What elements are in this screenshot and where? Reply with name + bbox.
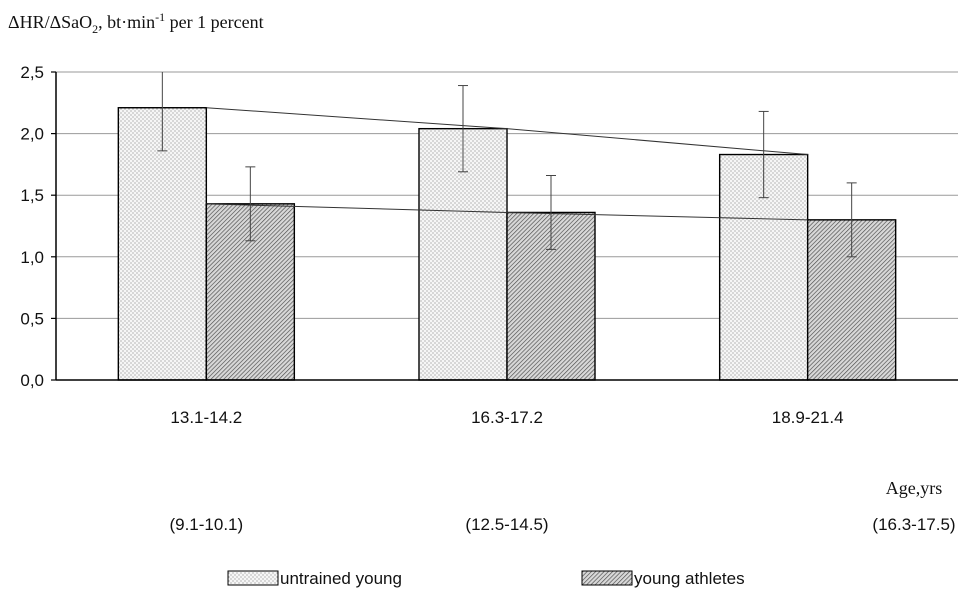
x-secondary-label: (9.1-10.1) [169, 515, 243, 534]
y-tick-label: 1,5 [20, 186, 44, 205]
legend: untrained young young athletes [227, 569, 745, 588]
trend-line-untrained-young [206, 107, 808, 156]
y-tick-label: 0,5 [20, 309, 44, 328]
legend-label: untrained young [280, 569, 402, 588]
y-tick-label: 2,5 [20, 63, 44, 82]
y-axis-title: ΔHR/ΔSaO2, bt·min-1 per 1 percent [8, 10, 264, 36]
x-secondary-label: (16.3-17.5) [872, 515, 955, 534]
y-tick-label: 1,0 [20, 248, 44, 267]
y-tick-label: 2,0 [20, 125, 44, 144]
y-tick-label: 0,0 [20, 371, 44, 390]
axes [55, 72, 958, 381]
x-secondary-label: (12.5-14.5) [465, 515, 548, 534]
bar-untrained-young [117, 107, 208, 381]
legend-label: young athletes [634, 569, 745, 588]
error-bars [157, 72, 857, 258]
bars [117, 107, 897, 381]
legend-swatch [581, 570, 633, 586]
x-category-label: 13.1-14.2 [170, 408, 242, 427]
x-axis-title: Age,yrs [886, 478, 943, 498]
x-category-label: 16.3-17.2 [471, 408, 543, 427]
x-category-label: 18.9-21.4 [772, 408, 844, 427]
trend-line-young-athletes [206, 203, 808, 221]
trend-lines [206, 107, 808, 221]
y-axis-ticks: 0,0 0,5 1,0 1,5 2,0 2,5 [20, 63, 56, 390]
x-axis-labels: 13.1-14.2 (9.1-10.1) 16.3-17.2 (12.5-14.5) 1… [169, 408, 955, 534]
legend-swatch [227, 570, 279, 586]
